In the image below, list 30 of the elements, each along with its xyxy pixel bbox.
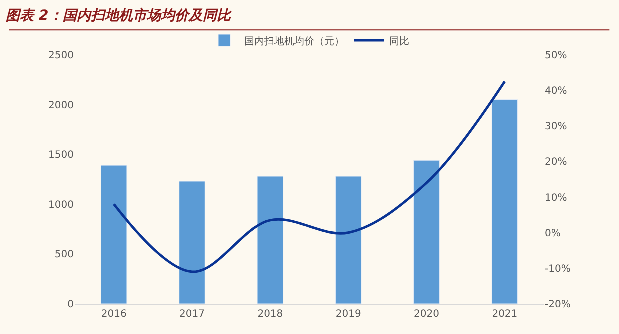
x-tick-label: 2018 — [258, 309, 284, 320]
y2-tick-label: -20% — [545, 300, 571, 310]
x-tick-label: 2020 — [414, 309, 440, 320]
y2-tick-label: 30% — [545, 122, 568, 133]
y2-tick-label: -10% — [545, 264, 571, 275]
y2-tick-label: 40% — [545, 86, 568, 98]
x-tick-label: 2017 — [180, 309, 205, 320]
bar — [100, 165, 128, 304]
y-tick-label: 2500 — [48, 50, 74, 62]
y2-tick-label: 0% — [545, 228, 561, 240]
y-tick-label: 0 — [68, 300, 74, 310]
y2-tick-label: 50% — [545, 50, 568, 62]
y2-tick-label: 10% — [545, 192, 568, 204]
y-tick-label: 1000 — [48, 200, 74, 211]
legend-label: 同比 — [390, 35, 410, 48]
bar — [414, 160, 440, 304]
chart-title: 图表 2：国内扫地机市场均价及同比 — [6, 6, 233, 24]
bar — [335, 176, 362, 304]
legend-label: 国内扫地机均价（元） — [244, 35, 344, 48]
y-tick-label: 500 — [54, 250, 74, 261]
y2-tick-label: 20% — [545, 157, 568, 168]
bar — [492, 100, 518, 304]
y-tick-label: 2000 — [48, 100, 74, 112]
y-tick-label: 1500 — [48, 150, 74, 162]
x-tick-label: 2019 — [336, 309, 362, 320]
bar — [179, 181, 206, 304]
line-series — [112, 80, 506, 274]
x-tick-label: 2016 — [101, 309, 127, 320]
bar — [257, 176, 284, 304]
x-tick-label: 2021 — [492, 309, 518, 320]
